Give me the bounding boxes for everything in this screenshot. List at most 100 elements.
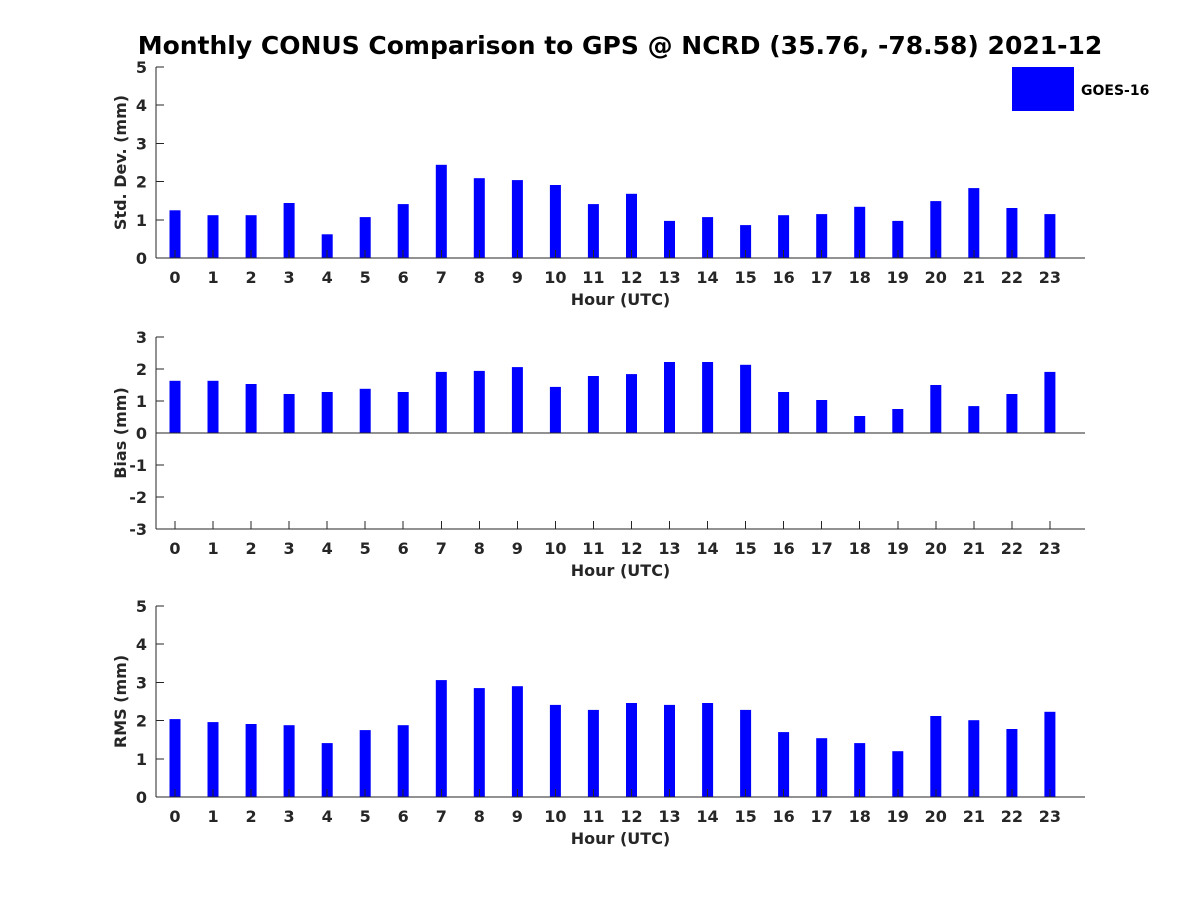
- rms-y-tick-label-4: 4: [136, 635, 147, 654]
- legend-swatch-goes-16: [1012, 67, 1074, 111]
- std-dev-x-tick-label-17: 17: [811, 268, 833, 287]
- rms-bar-17: [816, 738, 828, 797]
- rms-x-tick-label-16: 16: [773, 807, 795, 826]
- rms-bar-20: [930, 716, 942, 797]
- bias-y-tick-label-0: 0: [136, 424, 147, 443]
- std-dev-x-tick-label-16: 16: [773, 268, 795, 287]
- bias-x-tick-label-13: 13: [658, 539, 680, 558]
- std-dev-bar-17: [816, 214, 828, 258]
- bias-bar-10: [549, 386, 561, 433]
- rms-bar-4: [321, 743, 333, 797]
- std-dev-y-tick-label-2: 2: [136, 173, 147, 192]
- rms-bar-5: [359, 730, 371, 797]
- std-dev-bar-21: [968, 188, 980, 258]
- std-dev-x-tick-label-10: 10: [544, 268, 566, 287]
- std-dev-x-tick-label-14: 14: [696, 268, 718, 287]
- bias-y-tick-label-2: 2: [136, 360, 147, 379]
- std-dev-bar-16: [778, 215, 790, 258]
- bias-x-tick-label-16: 16: [773, 539, 795, 558]
- rms-x-axis-label: Hour (UTC): [571, 829, 671, 848]
- std-dev-x-tick-label-9: 9: [512, 268, 523, 287]
- std-dev-x-tick-label-18: 18: [849, 268, 871, 287]
- rms-y-tick-label-2: 2: [136, 712, 147, 731]
- std-dev-bar-10: [549, 185, 561, 258]
- rms-x-tick-label-3: 3: [284, 807, 295, 826]
- bias-bar-17: [816, 400, 828, 433]
- bias-x-tick-label-20: 20: [925, 539, 947, 558]
- rms-bar-3: [283, 725, 295, 797]
- bias-x-tick-label-17: 17: [811, 539, 833, 558]
- bias-y-axis-label: Bias (mm): [111, 387, 130, 479]
- bias-x-tick-label-18: 18: [849, 539, 871, 558]
- std-dev-y-tick-label-1: 1: [136, 211, 147, 230]
- std-dev-x-tick-label-11: 11: [582, 268, 604, 287]
- bias-bar-1: [207, 380, 219, 433]
- std-dev-x-tick-label-5: 5: [360, 268, 371, 287]
- rms-x-tick-label-2: 2: [246, 807, 257, 826]
- rms-bar-16: [778, 732, 790, 797]
- std-dev-y-tick-label-5: 5: [136, 58, 147, 77]
- std-dev-x-tick-label-4: 4: [322, 268, 333, 287]
- bias-y-tick-label-3: -3: [129, 520, 147, 539]
- rms-x-tick-label-1: 1: [207, 807, 218, 826]
- std-dev-y-tick-label-3: 3: [136, 134, 147, 153]
- bias-y-tick-label-2: -2: [129, 488, 147, 507]
- bias-x-tick-label-0: 0: [169, 539, 180, 558]
- bias-bar-19: [892, 409, 904, 433]
- std-dev-bar-12: [626, 193, 637, 258]
- rms-y-axis-label: RMS (mm): [111, 655, 130, 748]
- bias-bar-6: [397, 392, 409, 433]
- bias-y-tick-label-1: 1: [136, 392, 147, 411]
- bias-bar-2: [245, 384, 257, 433]
- rms-bar-12: [626, 703, 637, 797]
- bias-x-tick-label-5: 5: [360, 539, 371, 558]
- std-dev-bar-22: [1006, 208, 1018, 258]
- std-dev-bar-2: [245, 215, 257, 258]
- bias-x-tick-label-10: 10: [544, 539, 566, 558]
- std-dev-bar-5: [359, 217, 371, 258]
- bias-bar-12: [626, 374, 637, 433]
- bias-x-tick-label-1: 1: [207, 539, 218, 558]
- rms-bar-11: [587, 709, 599, 797]
- std-dev-bar-6: [397, 204, 409, 258]
- bias-x-tick-label-23: 23: [1039, 539, 1061, 558]
- std-dev-x-tick-label-15: 15: [734, 268, 756, 287]
- rms-x-tick-label-13: 13: [658, 807, 680, 826]
- rms-y-tick-label-0: 0: [136, 788, 147, 807]
- std-dev-x-tick-label-1: 1: [207, 268, 218, 287]
- bias-x-tick-label-19: 19: [887, 539, 909, 558]
- bias-bar-4: [321, 392, 333, 433]
- std-dev-bar-4: [321, 234, 333, 258]
- rms-bar-21: [968, 720, 980, 797]
- bias-bar-18: [854, 416, 866, 433]
- rms-x-tick-label-23: 23: [1039, 807, 1061, 826]
- rms-x-tick-label-14: 14: [696, 807, 718, 826]
- std-dev-x-tick-label-6: 6: [398, 268, 409, 287]
- rms-y-tick-label-3: 3: [136, 673, 147, 692]
- bias-bar-8: [473, 370, 485, 433]
- rms-x-tick-label-4: 4: [322, 807, 333, 826]
- rms-bar-13: [664, 704, 675, 797]
- rms-bar-2: [245, 724, 257, 797]
- rms-x-tick-label-20: 20: [925, 807, 947, 826]
- rms-bar-14: [702, 703, 714, 797]
- std-dev-x-tick-label-20: 20: [925, 268, 947, 287]
- rms-bar-15: [740, 709, 752, 797]
- rms-x-tick-label-15: 15: [734, 807, 756, 826]
- std-dev-x-tick-label-0: 0: [169, 268, 180, 287]
- std-dev-bar-3: [283, 203, 295, 258]
- bias-x-tick-label-11: 11: [582, 539, 604, 558]
- std-dev-x-tick-label-22: 22: [1001, 268, 1023, 287]
- rms-bar-10: [549, 704, 561, 797]
- bias-bar-14: [702, 362, 714, 433]
- rms-y-tick-label-1: 1: [136, 750, 147, 769]
- bias-bar-0: [169, 380, 181, 433]
- legend-label-goes-16: GOES-16: [1081, 83, 1149, 99]
- bias-x-tick-label-22: 22: [1001, 539, 1023, 558]
- bias-x-axis-label: Hour (UTC): [571, 561, 671, 580]
- rms-x-tick-label-7: 7: [436, 807, 447, 826]
- bias-bar-20: [930, 385, 942, 433]
